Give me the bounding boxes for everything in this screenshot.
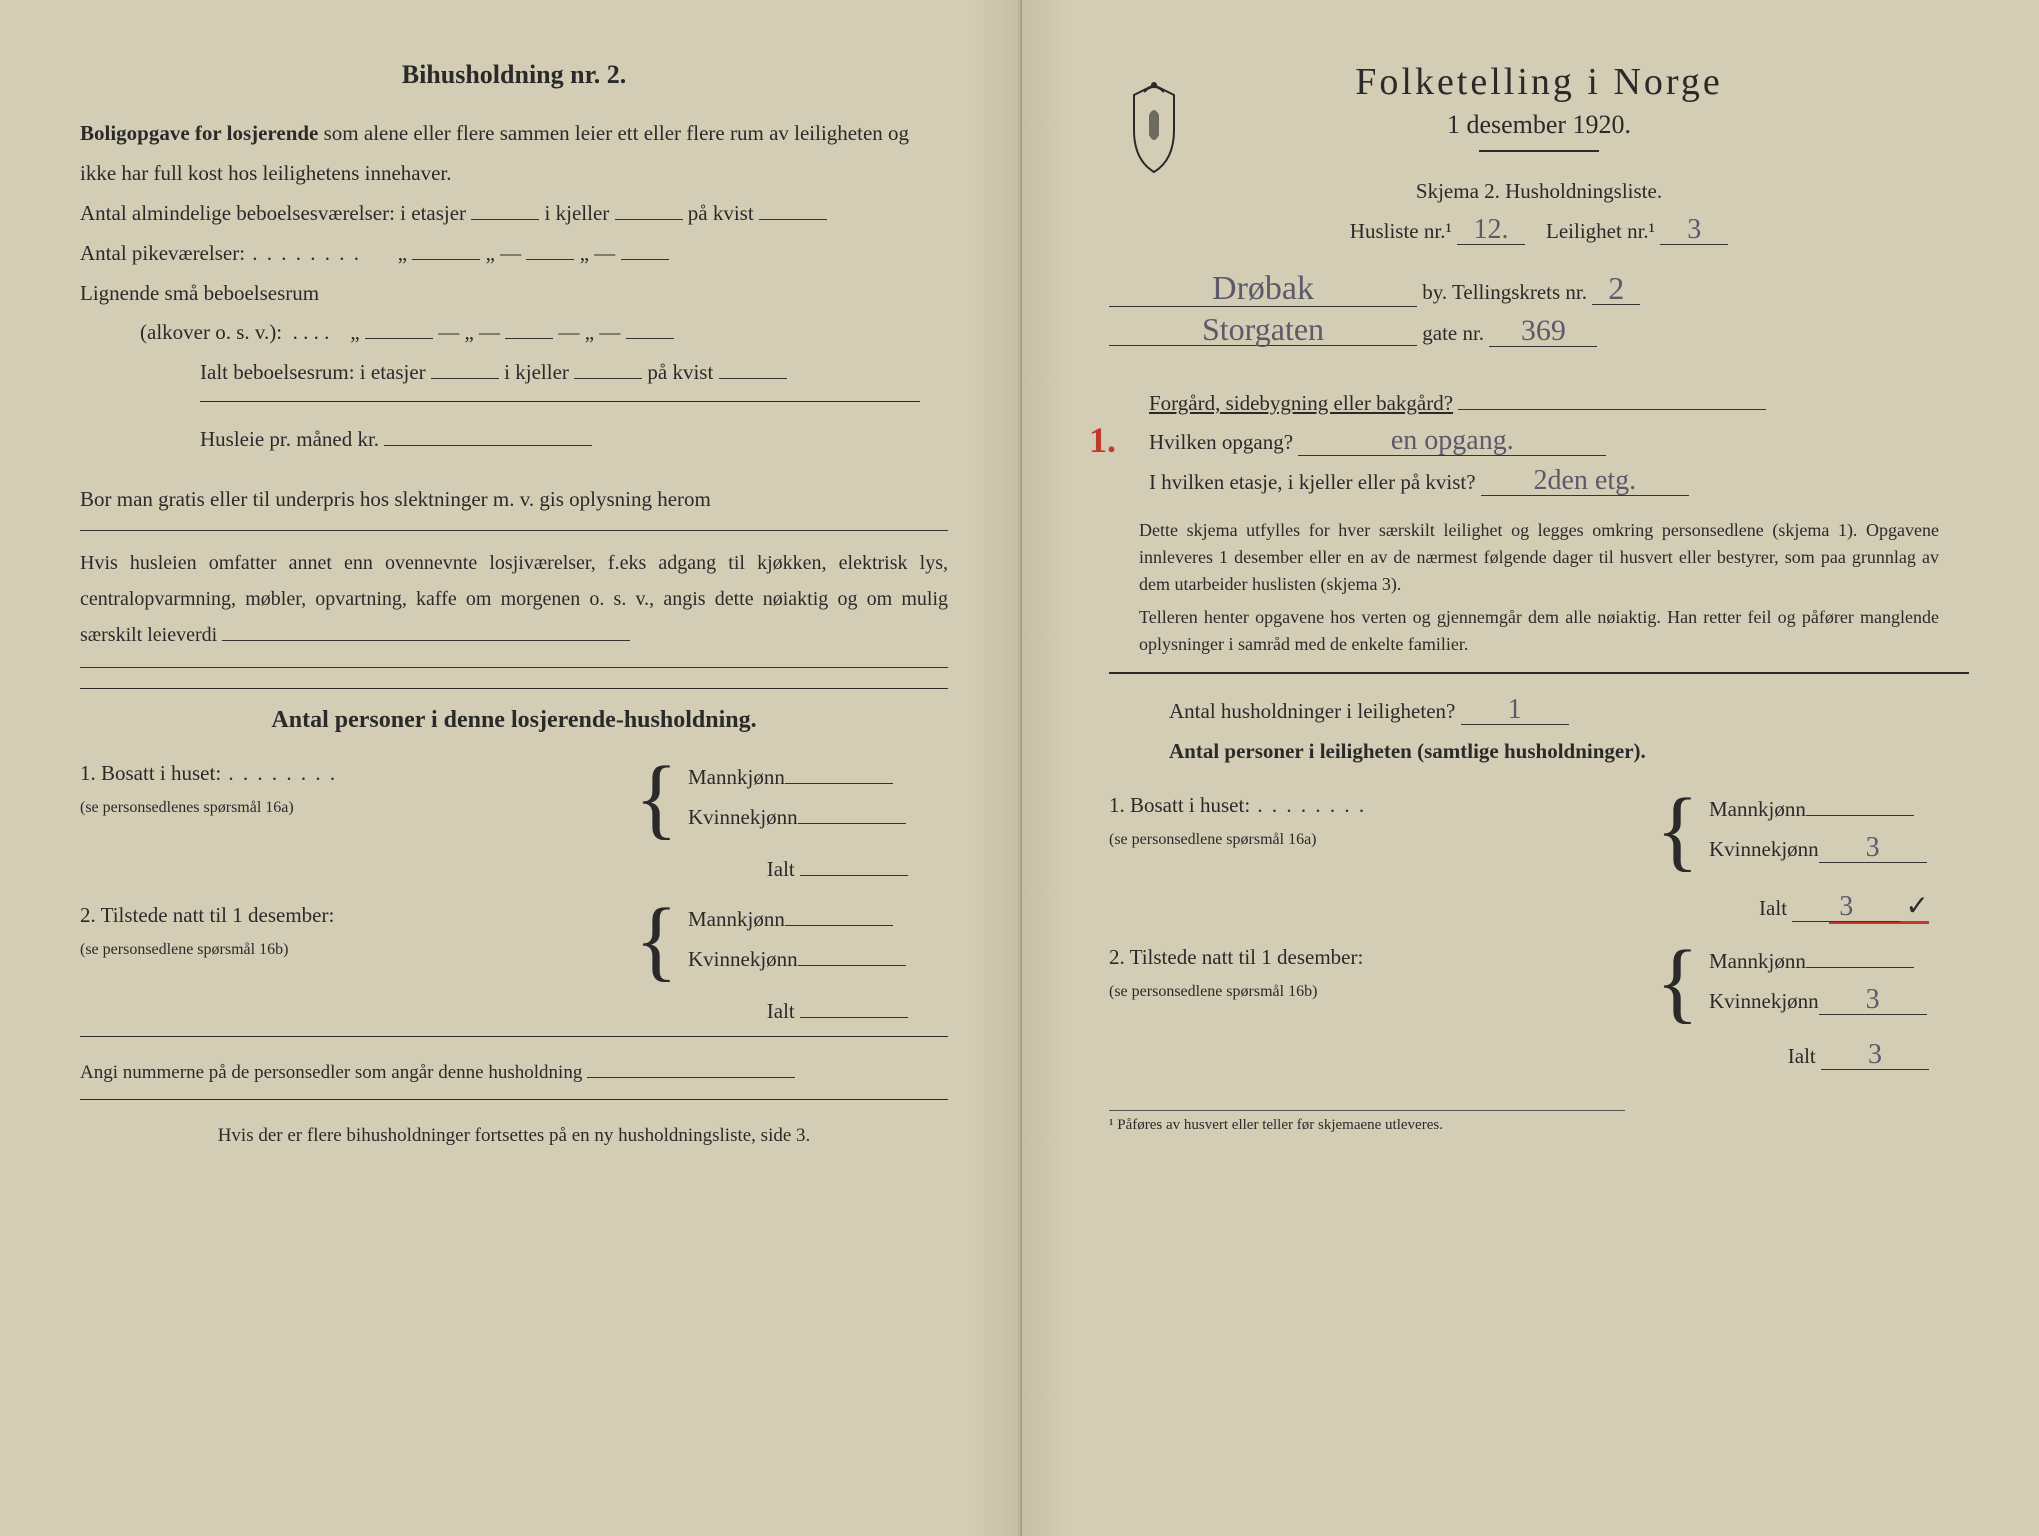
right-page: Folketelling i Norge 1 desember 1920. Sk… [1019, 0, 2039, 1536]
husliste-row: Husliste nr.¹ 12. Leilighet nr.¹ 3 [1109, 212, 1969, 252]
divider [80, 1036, 948, 1037]
footnote: ¹ Påføres av husvert eller teller før sk… [1109, 1110, 1625, 1134]
antal-hush-val[interactable]: 1 [1461, 696, 1569, 725]
bracket-icon: { [635, 900, 678, 981]
by-val[interactable]: Drøbak [1109, 272, 1417, 307]
q2-block: 2. Tilstede natt til 1 desember: (se per… [80, 900, 948, 981]
kjeller-slot[interactable] [615, 219, 683, 220]
opgang-val[interactable]: en opgang. [1298, 427, 1606, 456]
lignende-line-2: (alkover o. s. v.): . . . . „ — „ — — „ … [140, 313, 948, 353]
ialt2-row: Ialt 3 [1109, 1041, 1929, 1070]
rooms-line-1: Antal almindelige beboelsesværelser: i e… [80, 194, 948, 234]
q2-label: 2. Tilstede natt til 1 desember: [80, 903, 334, 927]
forgard-line: Forgård, sidebygning eller bakgård? [1149, 384, 1969, 424]
bracket-icon: { [1656, 790, 1699, 871]
r-q2-sub: (se personsedlene spørsmål 16b) [1109, 983, 1317, 1000]
divider [80, 688, 948, 689]
lignende-line-1: Lignende små beboelsesrum [80, 274, 948, 314]
instructions: Dette skjema utfylles for hver særskilt … [1139, 517, 1939, 598]
r-q2-label: 2. Tilstede natt til 1 desember: [1109, 945, 1363, 969]
title-rule [1479, 150, 1599, 152]
norway-crest-icon [1119, 80, 1189, 175]
ialt-beboelsesrum: Ialt beboelsesrum: i etasjer i kjeller p… [200, 353, 948, 393]
skjema-label: Skjema 2. Husholdningsliste. [1109, 172, 1969, 212]
divider [80, 1099, 948, 1100]
q1-sub: (se personsedlenes spørsmål 16a) [80, 799, 294, 816]
etasje-val[interactable]: 2den etg. [1481, 467, 1689, 496]
leilighet-val[interactable]: 3 [1660, 216, 1728, 245]
opgang-line: Hvilken opgang? en opgang. [1149, 423, 1969, 463]
r-q1-sub: (se personsedlene spørsmål 16a) [1109, 831, 1317, 848]
ialt1-val[interactable]: 3 [1792, 893, 1900, 922]
antal-hush: Antal husholdninger i leiligheten? 1 [1169, 692, 1969, 732]
intro-bold: Boligopgave for losjerende [80, 121, 318, 145]
ialt1-row: Ialt 3 ✓ [1109, 889, 1929, 924]
gatenr-val[interactable]: 369 [1489, 316, 1597, 347]
r-q1-label: 1. Bosatt i huset: [1109, 793, 1366, 817]
antal-pers-title: Antal personer i leiligheten (samtlige h… [1169, 732, 1969, 772]
etasje-line: I hvilken etasje, i kjeller eller på kvi… [1149, 463, 1969, 503]
q1-block: 1. Bosatt i huset: (se personsedlenes sp… [80, 758, 948, 839]
right-q2-block: 2. Tilstede natt til 1 desember: (se per… [1109, 942, 1969, 1023]
persons-title: Antal personer i denne losjerende-hushol… [80, 707, 948, 734]
hvis-note: Hvis husleien omfatter annet enn ovennev… [80, 545, 948, 653]
bracket-icon: { [1656, 942, 1699, 1023]
date: 1 desember 1920. [1109, 110, 1969, 140]
pike-line: Antal pikeværelser: „ „ — „ — [80, 234, 948, 274]
page-fold [1020, 0, 1022, 1536]
instructions2: Telleren henter opgavene hos verten og g… [1139, 604, 1939, 658]
bracket-icon: { [635, 758, 678, 839]
by-row: Drøbak by. Tellingskrets nr. 2 [1109, 272, 1969, 313]
kvinne1-val[interactable]: 3 [1819, 834, 1927, 863]
intro-line: Boligopgave for losjerende som alene ell… [80, 114, 948, 194]
krets-val[interactable]: 2 [1592, 272, 1640, 305]
q1-label: 1. Bosatt i huset: [80, 761, 337, 785]
red-mark: 1. [1089, 419, 1116, 461]
hvis-flere: Hvis der er flere bihusholdninger fortse… [80, 1118, 948, 1154]
q2-sub: (se personsedlene spørsmål 16b) [80, 941, 288, 958]
gratis-line: Bor man gratis eller til underpris hos s… [80, 480, 948, 531]
page-title: Folketelling i Norge [1109, 60, 1969, 104]
kvist-slot[interactable] [759, 219, 827, 220]
left-page: Bihusholdning nr. 2. Boligopgave for los… [0, 0, 1019, 1536]
ialt2-val[interactable]: 3 [1821, 1041, 1929, 1070]
bihusholdning-title: Bihusholdning nr. 2. [80, 60, 948, 90]
right-q1-block: 1. Bosatt i huset: (se personsedlene spø… [1109, 790, 1969, 871]
divider [1109, 672, 1969, 674]
husleie-line: Husleie pr. måned kr. [200, 420, 948, 460]
husliste-val[interactable]: 12. [1457, 216, 1525, 245]
divider [200, 401, 920, 402]
angi-line: Angi nummerne på de personsedler som ang… [80, 1055, 948, 1091]
gate-row: Storgaten gate nr. 369 [1109, 313, 1969, 354]
etasjer-slot[interactable] [471, 219, 539, 220]
mann2-val[interactable] [1806, 967, 1914, 968]
gate-val[interactable]: Storgaten [1109, 313, 1417, 346]
mann1-val[interactable] [1806, 815, 1914, 816]
kvinne2-val[interactable]: 3 [1819, 986, 1927, 1015]
